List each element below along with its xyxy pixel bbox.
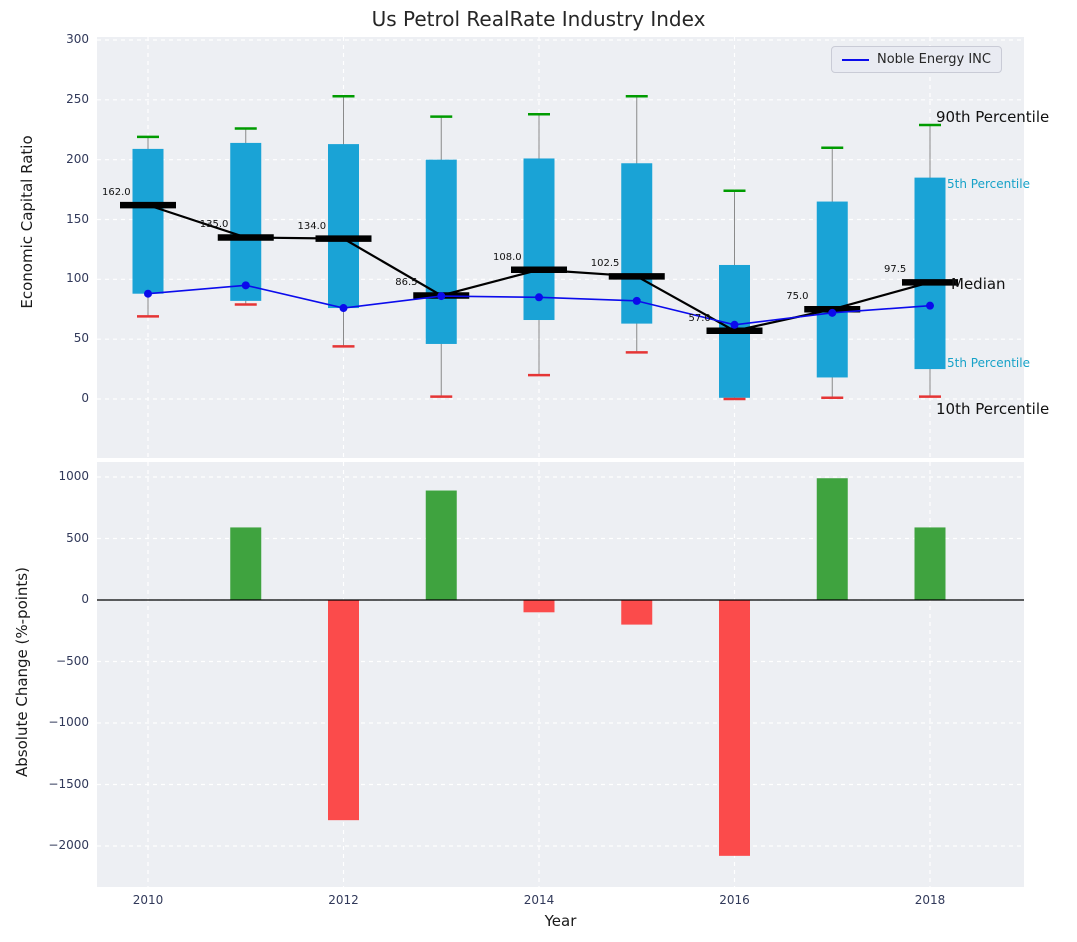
ytick-bottom--1000: −1000 — [48, 715, 89, 729]
bottom-y-axis-label: Absolute Change (%-points) — [13, 567, 31, 777]
ytick-bottom--2000: −2000 — [48, 838, 89, 852]
noble-point-2011 — [241, 281, 250, 290]
iqr-box-2010 — [132, 148, 164, 294]
ytick-bottom-0: 0 — [81, 592, 89, 606]
x-axis-label: Year — [544, 912, 577, 930]
bottom-plot-svg — [97, 462, 1024, 887]
noble-point-2015 — [632, 296, 641, 305]
ytick-bottom-1000: 1000 — [58, 469, 89, 483]
ytick-top-300: 300 — [66, 32, 89, 46]
median-value-label-2011: 135.0 — [199, 219, 229, 231]
xtick-2018: 2018 — [914, 893, 946, 907]
annotation-10th-percentile: 10th Percentile — [936, 400, 1050, 418]
bottom-panel — [97, 462, 1024, 887]
ytick-top-100: 100 — [66, 271, 89, 286]
noble-point-2018 — [926, 301, 934, 310]
ytick-top-250: 250 — [66, 91, 89, 106]
change-bar-2012 — [328, 600, 359, 821]
chart-title: Us Petrol RealRate Industry Index — [371, 7, 706, 31]
legend-label: Noble Energy INC — [877, 52, 991, 67]
ytick-bottom-500: 500 — [66, 530, 89, 545]
median-value-label-2015: 102.5 — [590, 258, 620, 270]
median-value-label-2017: 75.0 — [786, 291, 809, 303]
ytick-top-200: 200 — [66, 151, 89, 166]
change-bar-2018 — [914, 527, 946, 600]
ytick-bottom--500: −500 — [56, 653, 89, 668]
iqr-box-2013 — [425, 159, 457, 344]
ytick-top-50: 50 — [73, 331, 89, 346]
noble-point-2013 — [437, 292, 446, 301]
iqr-box-2018 — [914, 177, 946, 370]
ytick-bottom--1500: −1500 — [48, 776, 89, 791]
xtick-2012: 2012 — [328, 893, 359, 907]
noble-point-2017 — [828, 308, 837, 317]
top-plot-svg — [97, 37, 1024, 458]
change-bar-2017 — [816, 478, 848, 600]
median-value-label-2013: 86.5 — [395, 277, 418, 289]
change-bar-2014 — [523, 600, 555, 613]
annotation-median: Median — [951, 275, 1006, 293]
noble-point-2010 — [144, 289, 152, 298]
xtick-2010: 2010 — [132, 893, 164, 907]
annotation-25th-percentile: 5th Percentile — [947, 356, 1030, 370]
change-bar-2013 — [425, 490, 457, 600]
top-y-axis-label: Economic Capital Ratio — [18, 135, 36, 309]
iqr-box-2017 — [816, 201, 848, 378]
change-bar-2015 — [621, 600, 653, 625]
iqr-box-2012 — [328, 144, 359, 309]
median-value-label-2016: 57.0 — [688, 312, 711, 324]
ytick-top-0: 0 — [81, 391, 89, 405]
annotation-75th-percentile: 5th Percentile — [947, 177, 1030, 191]
noble-point-2014 — [535, 293, 543, 302]
change-bar-2016 — [719, 600, 750, 856]
iqr-box-2011 — [230, 142, 262, 301]
noble-point-2012 — [339, 304, 348, 313]
annotation-90th-percentile: 90th Percentile — [936, 108, 1050, 126]
median-value-label-2014: 108.0 — [493, 251, 522, 263]
median-value-label-2012: 134.0 — [297, 220, 327, 232]
xtick-2014: 2014 — [523, 893, 555, 907]
legend-line-sample — [842, 58, 869, 61]
ytick-top-150: 150 — [66, 211, 89, 226]
top-panel — [97, 37, 1024, 458]
legend: Noble Energy INC — [831, 46, 1002, 73]
xtick-2016: 2016 — [719, 893, 750, 907]
iqr-box-2014 — [523, 158, 555, 321]
noble-point-2016 — [730, 320, 739, 329]
median-value-label-2010: 162.0 — [102, 187, 131, 199]
change-bar-2011 — [230, 527, 262, 600]
median-value-label-2018: 97.5 — [884, 264, 907, 276]
